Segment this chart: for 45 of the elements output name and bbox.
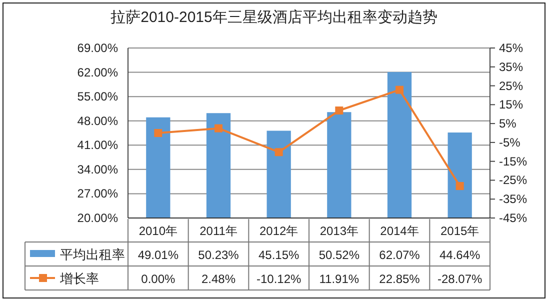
y2-tick-label: -35% bbox=[499, 192, 528, 206]
y-tick-label: 55.00% bbox=[77, 90, 118, 104]
data-label: 44.64% bbox=[439, 248, 481, 262]
data-label: 50.23% bbox=[198, 248, 240, 262]
x-tick-label: 2015年 bbox=[440, 224, 480, 238]
point bbox=[214, 124, 222, 132]
data-label: 11.91% bbox=[319, 272, 360, 286]
y-tick-label: 34.00% bbox=[77, 162, 118, 176]
point bbox=[396, 86, 404, 94]
y-tick-label: 62.00% bbox=[77, 65, 118, 80]
x-tick-label: 2011年 bbox=[200, 224, 238, 238]
y2-tick-label: 45% bbox=[499, 41, 524, 55]
data-label: 22.85% bbox=[379, 272, 420, 286]
x-tick-label: 2012年 bbox=[259, 224, 298, 238]
point bbox=[154, 129, 162, 137]
data-label: 2.48% bbox=[201, 272, 236, 286]
y2-tick-label: 25% bbox=[499, 78, 524, 93]
data-label: -28.07% bbox=[437, 272, 483, 286]
y-tick-label: 20.00% bbox=[77, 211, 118, 225]
x-tick-label: 2010年 bbox=[138, 224, 178, 238]
legend-label: 平均出租率 bbox=[60, 247, 125, 262]
data-label: 62.07% bbox=[379, 248, 420, 262]
y-tick-label: 48.00% bbox=[77, 114, 118, 128]
y2-tick-label: -45% bbox=[499, 211, 528, 225]
legend-label: 增长率 bbox=[59, 271, 99, 286]
point bbox=[335, 106, 344, 115]
x-tick-label: 2014年 bbox=[380, 224, 419, 238]
data-label: 0.00% bbox=[141, 272, 176, 286]
data-label: 50.52% bbox=[318, 248, 360, 262]
data-label: 49.01% bbox=[138, 248, 179, 262]
data-label: -10.12% bbox=[256, 272, 302, 286]
y2-tick-label: -15% bbox=[499, 154, 528, 168]
x-tick-label: 2013年 bbox=[320, 224, 359, 238]
y2-tick-label: 5% bbox=[499, 116, 517, 131]
y2-tick-label: -5% bbox=[499, 135, 521, 150]
y-tick-label: 27.00% bbox=[77, 186, 118, 201]
data-label: 45.15% bbox=[258, 248, 300, 262]
y2-tick-label: 15% bbox=[499, 98, 524, 112]
point bbox=[274, 148, 283, 156]
chart-title: 拉萨2010-2015年三星级酒店平均出租率变动趋势 bbox=[110, 9, 438, 26]
y-tick-label: 41.00% bbox=[77, 138, 118, 152]
y-tick-label: 69.00% bbox=[77, 41, 118, 55]
point bbox=[456, 182, 464, 190]
y2-tick-label: 35% bbox=[499, 60, 524, 74]
y2-tick-label: -25% bbox=[499, 173, 528, 188]
